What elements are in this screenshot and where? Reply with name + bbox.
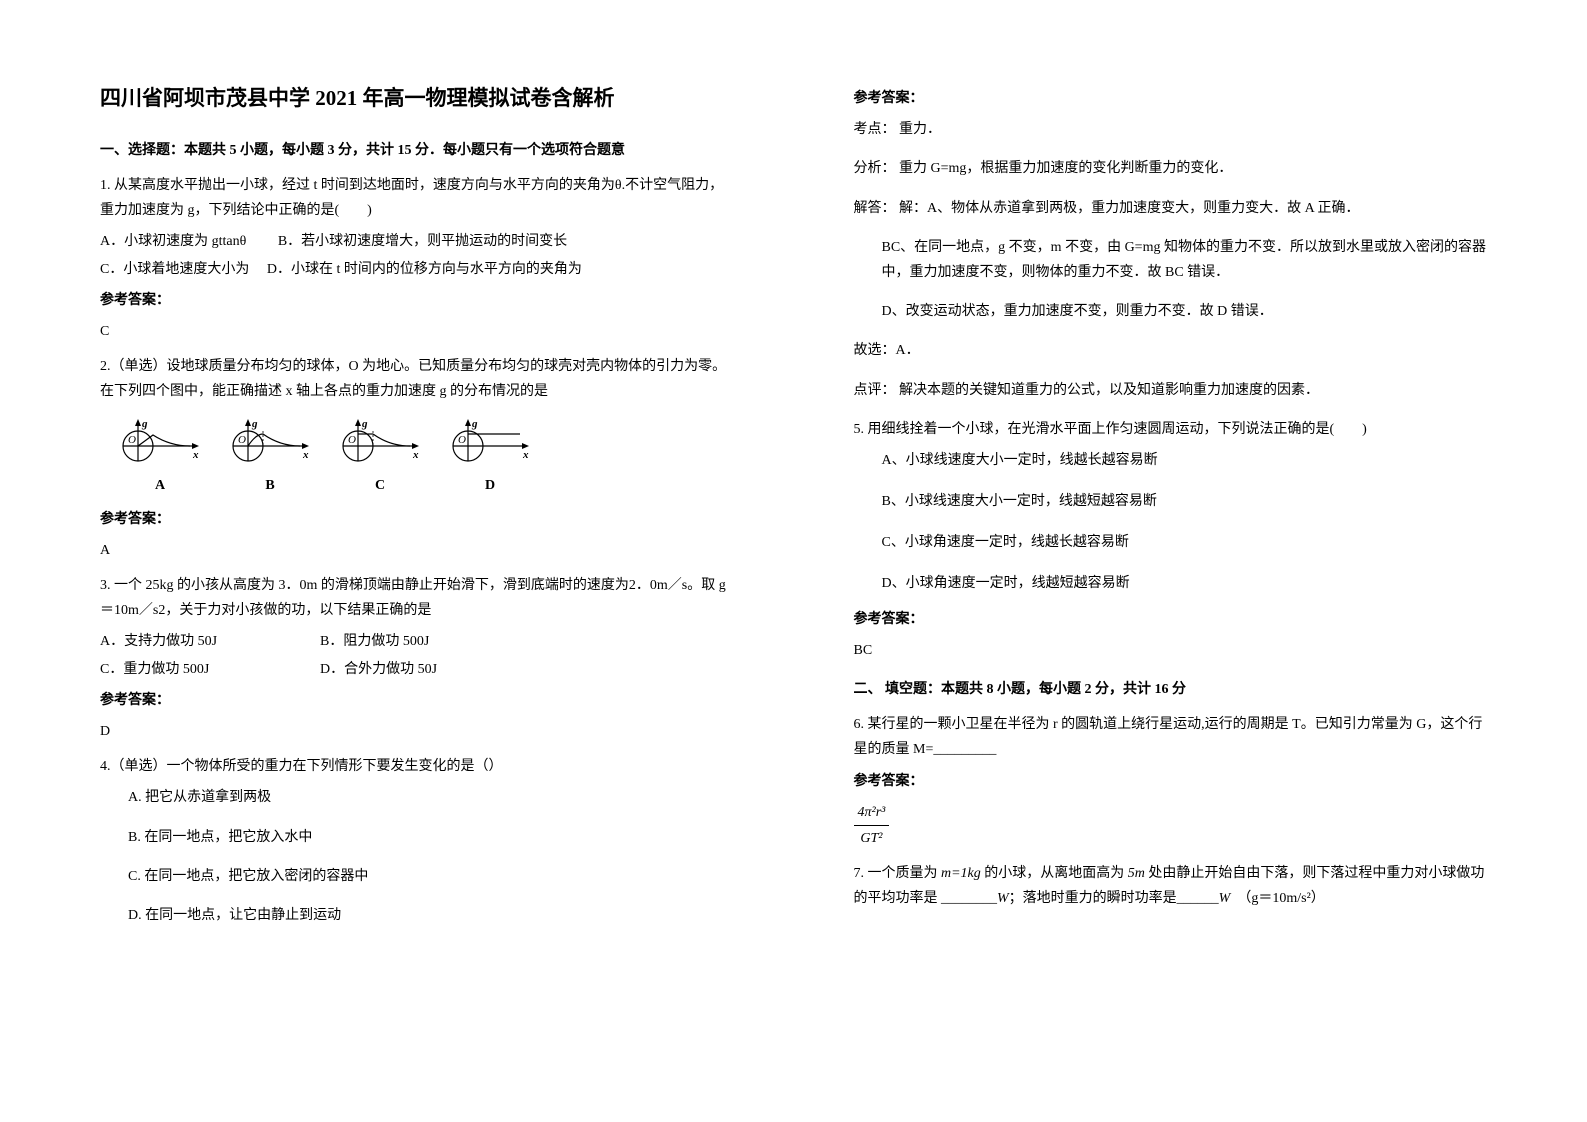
question-7: 7. 一个质量为 m=1kg 的小球，从离地面高为 5m 处由静止开始自由下落，… — [854, 861, 1488, 911]
svg-text:O: O — [458, 434, 466, 446]
q4-optD: D. 在同一地点，让它由静止到运动 — [128, 903, 734, 928]
q1-optA: A．小球初速度为 gttanθ — [100, 234, 246, 249]
question-3: 3. 一个 25kg 的小孩从高度为 3．0m 的滑梯顶端由静止开始滑下，滑到底… — [100, 573, 734, 744]
question-4: 4.（单选）一个物体所受的重力在下列情形下要发生变化的是（） A. 把它从赤道拿… — [100, 754, 734, 928]
q4-text: 4.（单选）一个物体所受的重力在下列情形下要发生变化的是（） — [100, 754, 734, 779]
diagram-D-label: D — [450, 473, 530, 498]
svg-text:O: O — [238, 434, 246, 446]
q6-formula-den: GT² — [854, 826, 890, 851]
q6-text: 6. 某行星的一颗小卫星在半径为 r 的圆轨道上绕行星运动,运行的周期是 T。已… — [854, 712, 1488, 762]
diagram-B: O g x B — [230, 416, 310, 498]
jieda-label: 解答： — [854, 201, 896, 216]
q4-optB: B. 在同一地点，把它放入水中 — [128, 825, 734, 850]
q1-optC: C．小球着地速度大小为 — [100, 262, 249, 277]
q5-optD: D、小球角速度一定时，线越短越容易断 — [882, 571, 1488, 596]
right-column: 参考答案： 考点： 重力． 分析： 重力 G=mg，根据重力加速度的变化判断重力… — [794, 0, 1587, 1122]
svg-text:g: g — [471, 418, 478, 430]
q3-optB: B．阻力做功 500J — [320, 629, 429, 654]
question-5: 5. 用细线拴着一个小球，在光滑水平面上作匀速圆周运动，下列说法正确的是( ) … — [854, 417, 1488, 663]
diagram-D: O g x D — [450, 416, 530, 498]
q3-answer: D — [100, 719, 734, 744]
dianping-label: 点评： — [854, 383, 896, 398]
q3-text: 3. 一个 25kg 的小孩从高度为 3．0m 的滑梯顶端由静止开始滑下，滑到底… — [100, 573, 734, 623]
q1-optD: D．小球在 t 时间内的位移方向与水平方向的夹角为 — [267, 262, 582, 277]
jieda-d: D、改变运动状态，重力加速度不变，则重力不变．故 D 错误． — [854, 299, 1488, 324]
q2-answer: A — [100, 538, 734, 563]
jieda-a: 解：A、物体从赤道拿到两极，重力加速度变大，则重力变大．故 A 正确． — [899, 201, 1359, 216]
svg-text:O: O — [348, 434, 356, 446]
q5-optC: C、小球角速度一定时，线越长越容易断 — [882, 530, 1488, 555]
q5-answer-label: 参考答案： — [854, 607, 1488, 632]
question-1: 1. 从某高度水平抛出一小球，经过 t 时间到达地面时，速度方向与水平方向的夹角… — [100, 173, 734, 344]
q5-optB: B、小球线速度大小一定时，线越短越容易断 — [882, 489, 1488, 514]
jieda-bc: BC、在同一地点，g 不变，m 不变，由 G=mg 知物体的重力不变．所以放到水… — [854, 235, 1488, 285]
svg-text:x: x — [412, 449, 419, 461]
q3-options: A．支持力做功 50J B．阻力做功 500J C．重力做功 500J D．合外… — [100, 629, 734, 681]
left-column: 四川省阿坝市茂县中学 2021 年高一物理模拟试卷含解析 一、选择题：本题共 5… — [0, 0, 794, 1122]
q3-answer-label: 参考答案： — [100, 688, 734, 713]
q1-text: 1. 从某高度水平抛出一小球，经过 t 时间到达地面时，速度方向与水平方向的夹角… — [100, 173, 734, 223]
q1-answer: C — [100, 319, 734, 344]
diagram-A: O g x A — [120, 416, 200, 498]
q6-formula: 4π²r³ GT² — [854, 800, 1488, 851]
q2-answer-label: 参考答案： — [100, 507, 734, 532]
svg-text:g: g — [141, 418, 148, 430]
q4-options: A. 把它从赤道拿到两极 B. 在同一地点，把它放入水中 C. 在同一地点，把它… — [100, 785, 734, 928]
svg-text:g: g — [361, 418, 368, 430]
q2-text: 2.（单选）设地球质量分布均匀的球体，O 为地心。已知质量分布均匀的球壳对壳内物… — [100, 354, 734, 404]
fenxi-text: 重力 G=mg，根据重力加速度的变化判断重力的变化． — [899, 161, 1232, 176]
svg-text:x: x — [522, 449, 529, 461]
q2-diagrams: O g x A O g x — [120, 416, 734, 498]
diagram-B-label: B — [230, 473, 310, 498]
q7-text: 7. 一个质量为 m=1kg 的小球，从离地面高为 5m 处由静止开始自由下落，… — [854, 861, 1488, 911]
q4-optA: A. 把它从赤道拿到两极 — [128, 785, 734, 810]
question-2: 2.（单选）设地球质量分布均匀的球体，O 为地心。已知质量分布均匀的球壳对壳内物… — [100, 354, 734, 563]
q4-optC: C. 在同一地点，把它放入密闭的容器中 — [128, 864, 734, 889]
q1-answer-label: 参考答案： — [100, 288, 734, 313]
diagram-C-label: C — [340, 473, 420, 498]
svg-text:x: x — [302, 449, 309, 461]
q5-answer: BC — [854, 638, 1488, 663]
q3-optC: C．重力做功 500J — [100, 657, 320, 682]
q5-text: 5. 用细线拴着一个小球，在光滑水平面上作匀速圆周运动，下列说法正确的是( ) — [854, 417, 1488, 442]
section2-heading: 二、 填空题：本题共 8 小题，每小题 2 分，共计 16 分 — [854, 677, 1488, 702]
kaodian-text: 重力． — [899, 122, 941, 137]
exam-title: 四川省阿坝市茂县中学 2021 年高一物理模拟试卷含解析 — [100, 80, 734, 118]
guxuan: 故选：A． — [854, 338, 1488, 363]
q6-formula-num: 4π²r³ — [854, 800, 890, 826]
svg-text:O: O — [128, 434, 136, 446]
q6-answer-label: 参考答案： — [854, 769, 1488, 794]
fenxi-label: 分析： — [854, 161, 896, 176]
q5-options: A、小球线速度大小一定时，线越长越容易断 B、小球线速度大小一定时，线越短越容易… — [854, 448, 1488, 597]
q4-answer-label: 参考答案： — [854, 86, 1488, 111]
diagram-C: O g x C — [340, 416, 420, 498]
q3-optD: D．合外力做功 50J — [320, 657, 437, 682]
diagram-A-label: A — [120, 473, 200, 498]
q1-options: A．小球初速度为 gttanθ B．若小球初速度增大，则平抛运动的时间变长 C．… — [100, 229, 734, 281]
svg-text:g: g — [251, 418, 258, 430]
q1-optB: B．若小球初速度增大，则平抛运动的时间变长 — [278, 234, 567, 249]
q3-optA: A．支持力做功 50J — [100, 629, 320, 654]
dianping-text: 解决本题的关键知道重力的公式，以及知道影响重力加速度的因素． — [899, 383, 1319, 398]
svg-text:x: x — [192, 449, 199, 461]
section1-heading: 一、选择题：本题共 5 小题，每小题 3 分，共计 15 分．每小题只有一个选项… — [100, 138, 734, 163]
q5-optA: A、小球线速度大小一定时，线越长越容易断 — [882, 448, 1488, 473]
question-6: 6. 某行星的一颗小卫星在半径为 r 的圆轨道上绕行星运动,运行的周期是 T。已… — [854, 712, 1488, 851]
q4-analysis: 考点： 重力． 分析： 重力 G=mg，根据重力加速度的变化判断重力的变化． 解… — [854, 117, 1488, 403]
kaodian-label: 考点： — [854, 122, 896, 137]
